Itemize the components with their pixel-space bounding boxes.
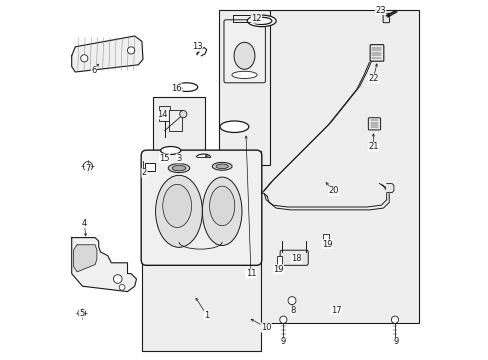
- Ellipse shape: [212, 162, 232, 170]
- Polygon shape: [72, 36, 142, 72]
- Text: 22: 22: [367, 74, 378, 83]
- Ellipse shape: [155, 175, 202, 247]
- Text: 12: 12: [251, 14, 261, 23]
- FancyBboxPatch shape: [369, 45, 383, 61]
- Bar: [219, 10, 269, 165]
- Circle shape: [81, 55, 88, 62]
- Ellipse shape: [209, 186, 234, 226]
- Bar: [142, 151, 260, 351]
- Ellipse shape: [231, 71, 257, 78]
- Bar: [276, 256, 282, 267]
- Ellipse shape: [216, 164, 228, 168]
- Ellipse shape: [220, 121, 248, 132]
- Polygon shape: [73, 245, 97, 272]
- Circle shape: [113, 275, 122, 283]
- Text: 13: 13: [191, 42, 202, 51]
- Text: 2: 2: [142, 168, 147, 177]
- Text: 14: 14: [157, 110, 167, 119]
- Ellipse shape: [176, 83, 197, 91]
- Text: 7: 7: [85, 164, 90, 173]
- Bar: [159, 106, 170, 121]
- Text: 19: 19: [322, 240, 332, 248]
- Ellipse shape: [234, 42, 254, 69]
- Text: 9: 9: [392, 338, 398, 346]
- Circle shape: [287, 297, 295, 305]
- Bar: [144, 163, 155, 171]
- FancyBboxPatch shape: [224, 20, 265, 83]
- Text: 19: 19: [272, 265, 283, 274]
- Text: 6: 6: [91, 66, 97, 75]
- FancyBboxPatch shape: [382, 13, 389, 23]
- Text: 5: 5: [79, 309, 84, 318]
- Circle shape: [119, 284, 125, 290]
- Text: 1: 1: [203, 310, 209, 320]
- Bar: [257, 10, 418, 323]
- Polygon shape: [72, 238, 136, 292]
- Text: 10: 10: [260, 323, 271, 332]
- FancyBboxPatch shape: [141, 150, 261, 265]
- Text: 23: 23: [374, 5, 385, 14]
- Text: 15: 15: [159, 154, 169, 163]
- Circle shape: [390, 316, 398, 323]
- FancyBboxPatch shape: [280, 250, 307, 265]
- Text: 20: 20: [328, 186, 338, 195]
- Text: 9: 9: [280, 338, 285, 346]
- Text: 11: 11: [245, 269, 256, 278]
- Ellipse shape: [168, 163, 189, 172]
- Circle shape: [127, 47, 134, 54]
- Bar: [152, 97, 204, 236]
- Text: 18: 18: [291, 254, 302, 263]
- Text: 4: 4: [81, 219, 87, 228]
- Ellipse shape: [247, 15, 276, 27]
- Ellipse shape: [163, 184, 191, 228]
- Ellipse shape: [202, 177, 242, 246]
- Text: 17: 17: [330, 306, 341, 315]
- Ellipse shape: [160, 147, 181, 154]
- Text: 16: 16: [171, 84, 182, 93]
- Ellipse shape: [251, 17, 271, 24]
- Text: 21: 21: [367, 142, 378, 151]
- Text: 8: 8: [290, 306, 295, 315]
- FancyBboxPatch shape: [367, 118, 380, 130]
- Bar: [168, 110, 181, 131]
- Text: 3: 3: [176, 154, 182, 163]
- Polygon shape: [386, 184, 393, 193]
- Ellipse shape: [172, 165, 185, 171]
- Bar: [322, 234, 328, 245]
- Circle shape: [179, 111, 186, 118]
- Circle shape: [279, 316, 286, 323]
